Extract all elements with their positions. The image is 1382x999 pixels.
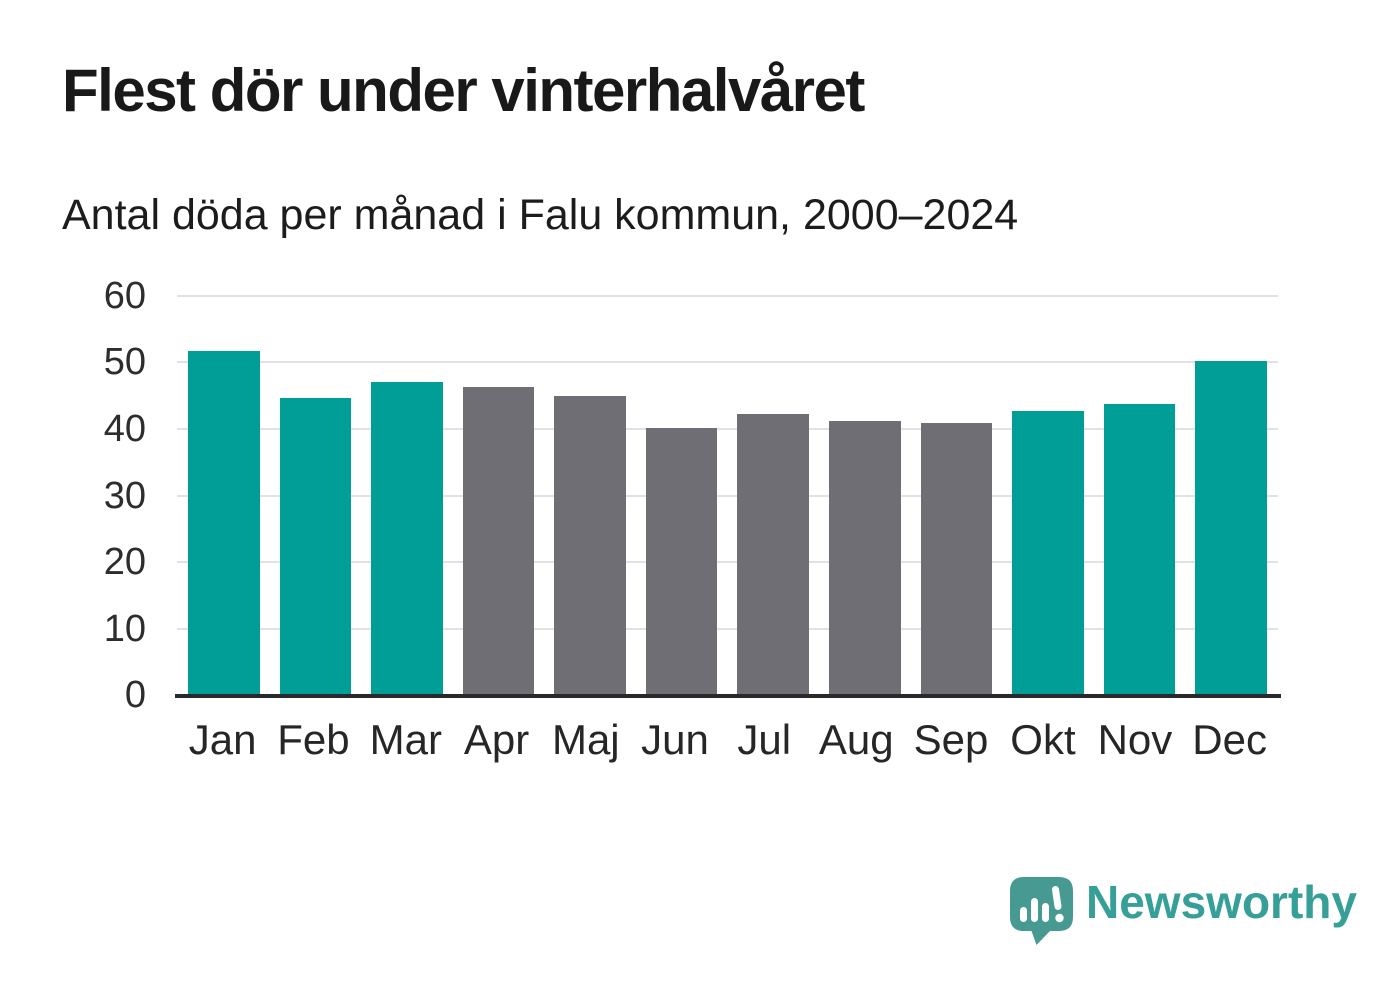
newsworthy-logo-text: Newsworthy (1086, 876, 1357, 928)
x-tick-label: Sep (913, 716, 989, 763)
plot-area (175, 295, 1281, 698)
x-tick-label: Okt (1010, 716, 1076, 763)
x-tick-label: Jul (737, 716, 792, 763)
exclamation-stroke (1052, 886, 1062, 910)
y-tick-label: 60 (103, 275, 146, 317)
gridline (177, 494, 1278, 497)
mini-bar-2 (1031, 898, 1038, 922)
x-tick-label: Aug (818, 716, 894, 763)
x-tick-label: Dec (1192, 716, 1267, 763)
x-tick-label: Jun (641, 716, 709, 763)
newsworthy-logo-icon (1010, 877, 1073, 945)
bar-mar (371, 382, 443, 695)
gridline (177, 295, 1278, 297)
exclamation-dot (1055, 913, 1064, 923)
y-tick-label: 0 (124, 674, 146, 716)
y-axis-labels: 0 10 20 30 40 50 60 (0, 277, 146, 714)
x-tick-label: Apr (463, 716, 530, 763)
x-tick-label: Jan (188, 716, 257, 763)
bar-nov (1103, 404, 1176, 695)
y-tick-label: 50 (103, 341, 146, 384)
gridline (177, 427, 1278, 430)
bar-jun (645, 428, 718, 695)
bar-maj (554, 395, 626, 695)
y-tick-label: 20 (103, 540, 146, 583)
bars (177, 296, 1278, 695)
speech-bubble-shape (1010, 877, 1073, 945)
bar-sep (920, 423, 993, 695)
y-tick-label: 40 (103, 407, 146, 450)
gridline (177, 361, 1278, 364)
chart-subtitle: Antal döda per månad i Falu kommun, 2000… (62, 191, 1019, 239)
x-axis-line (175, 694, 1281, 698)
bar-jul (737, 413, 810, 695)
x-tick-label: Feb (277, 716, 350, 763)
newsworthy-logo: Newsworthy (1010, 877, 1357, 945)
chart-title: Flest dör under vinterhalvåret (62, 57, 865, 124)
bar-jan (188, 350, 260, 695)
mini-bar-1 (1020, 907, 1027, 922)
bar-okt (1012, 411, 1084, 695)
bar-aug (829, 421, 901, 695)
y-tick-label: 10 (103, 607, 146, 650)
x-tick-label: Mar (369, 716, 442, 763)
x-axis-labels: Jan Feb Mar Apr Maj Jun Jul Aug Sep Okt Nov Dec (177, 716, 1278, 764)
x-tick-label: Maj (551, 716, 620, 763)
x-tick-label: Nov (1097, 716, 1173, 763)
bar-feb (279, 398, 352, 695)
mini-bar-3 (1042, 903, 1049, 922)
bar-dec (1195, 360, 1267, 695)
y-tick-label: 30 (103, 474, 146, 517)
gridline (177, 627, 1278, 630)
bar-apr (462, 387, 535, 695)
gridline (177, 560, 1278, 563)
